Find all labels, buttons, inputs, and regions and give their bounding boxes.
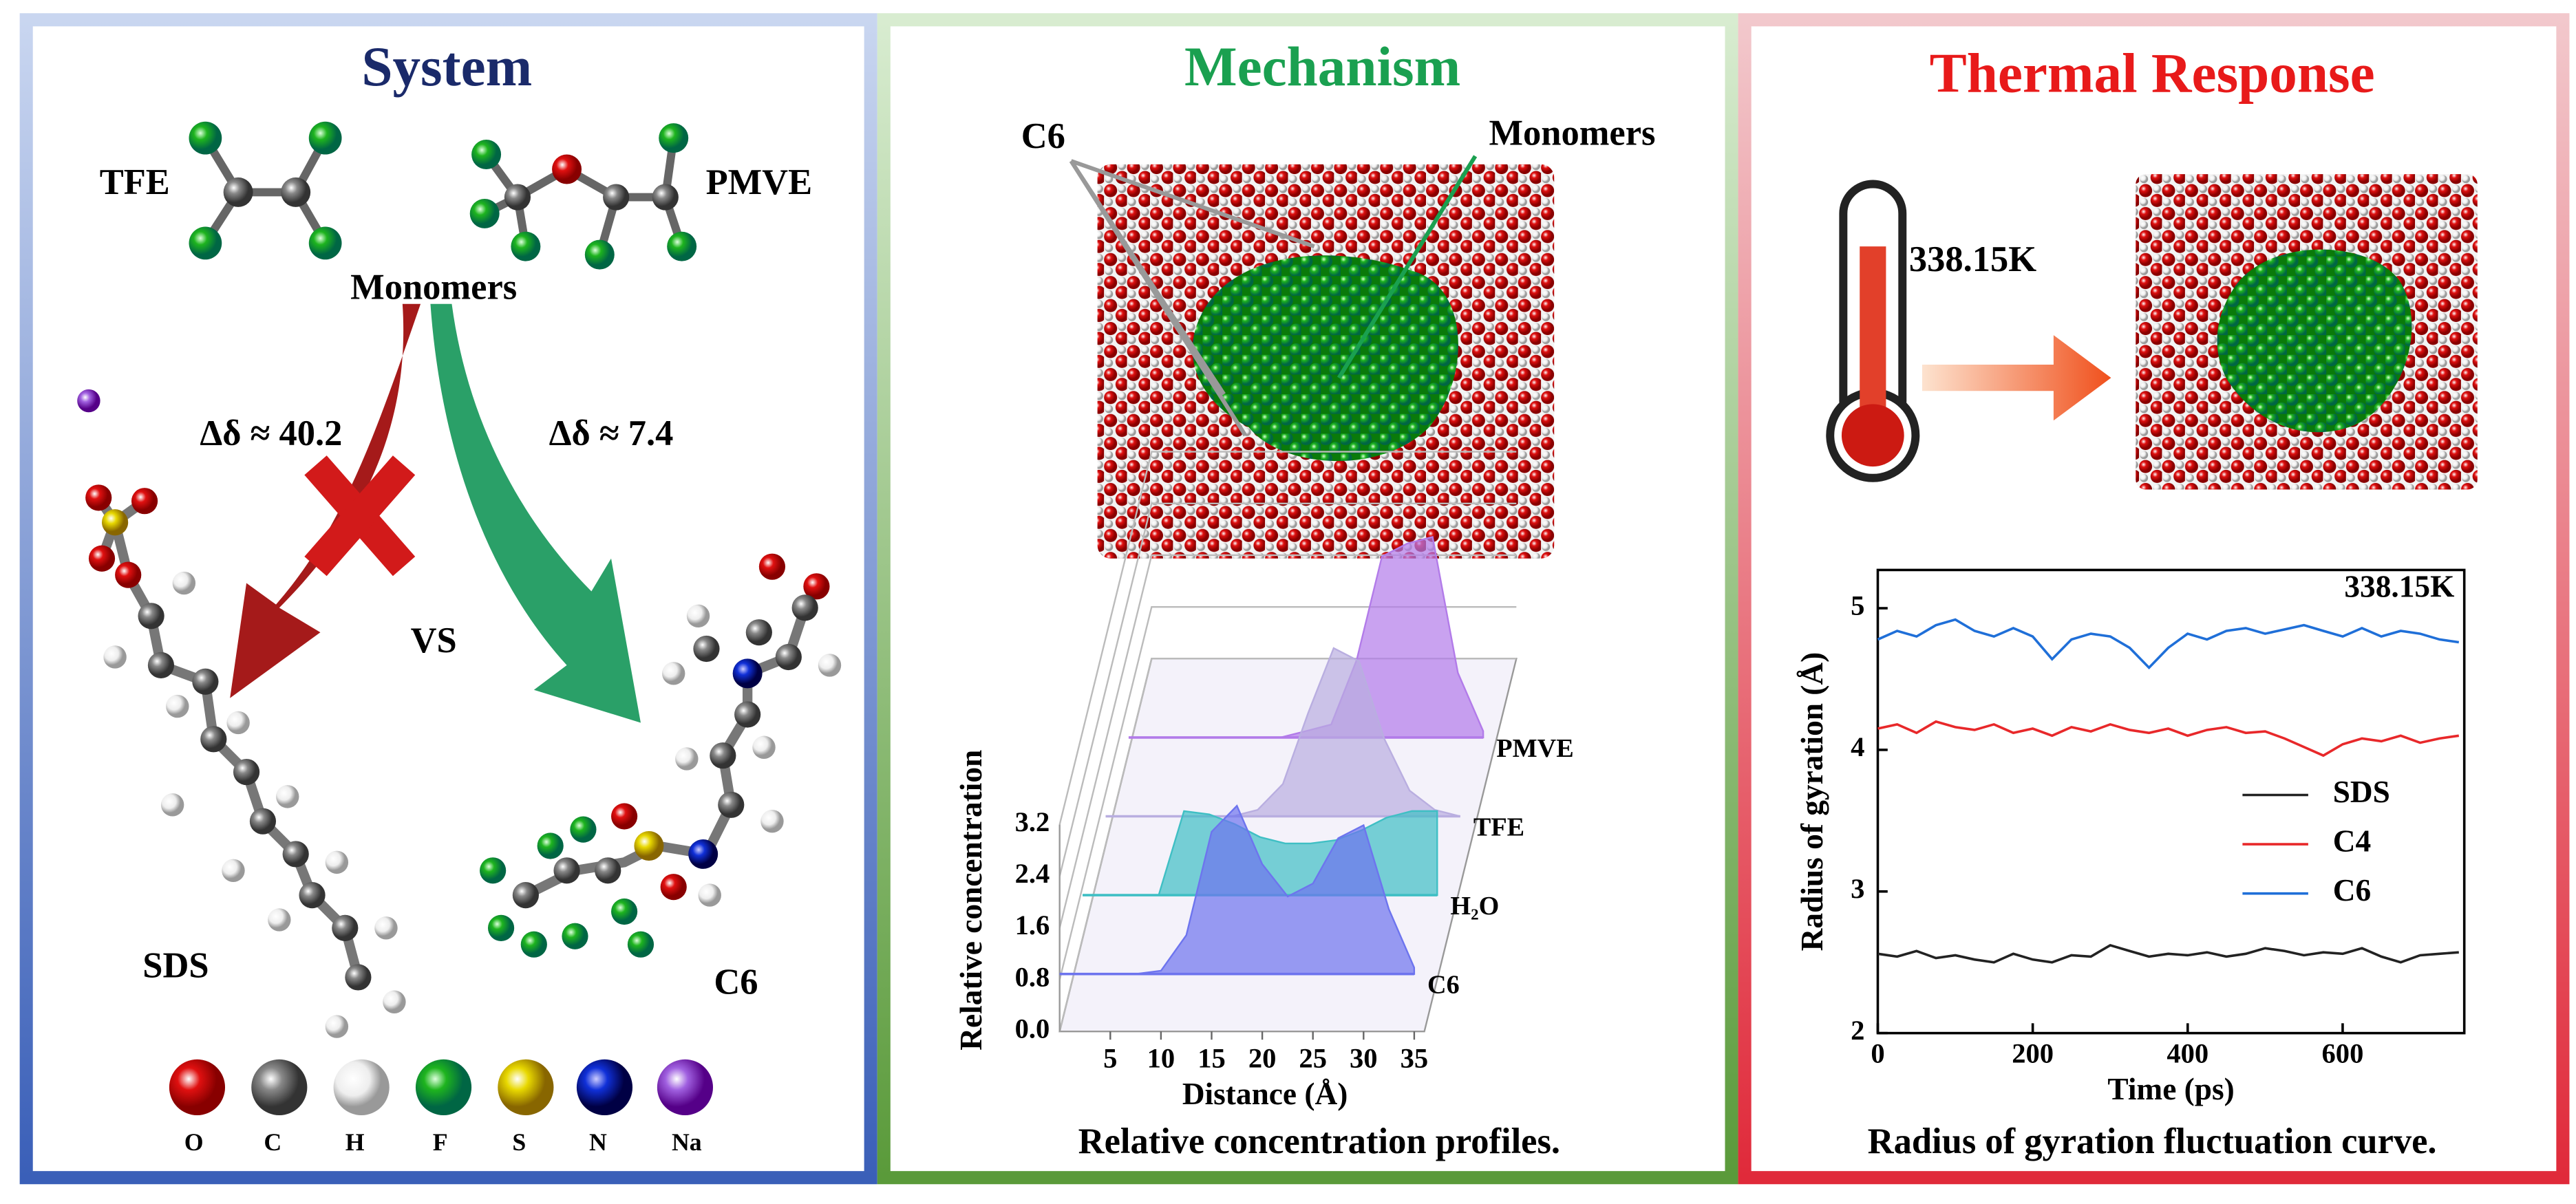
c6-atoms [480, 553, 842, 958]
label: VS [411, 621, 457, 660]
sodium-ion [77, 389, 100, 413]
atom-label: S [512, 1128, 526, 1156]
pointer-lines [1069, 155, 1478, 437]
x-tick-label: 400 [2167, 1038, 2208, 1068]
x-tick-label: 0 [1871, 1038, 1884, 1068]
atom-legend [169, 1059, 714, 1115]
series-label: PMVE [1496, 734, 1573, 763]
panel-title: Thermal Response [1930, 42, 2375, 104]
surfactant-cluster [1192, 255, 1458, 462]
atom-label: C [264, 1128, 281, 1156]
grid-line [1058, 451, 1517, 825]
x-axis-label: Time (ps) [2107, 1072, 2234, 1106]
series-label: TFE [1473, 813, 1524, 841]
y-tick-label: 2.4 [1015, 858, 1050, 889]
data-line [1877, 720, 2460, 757]
caption: Relative concentration profiles. [1078, 1121, 1560, 1161]
grid-line [1058, 502, 1517, 877]
x-tick-label: 5 [1103, 1043, 1117, 1074]
pmve-molecule [469, 123, 697, 270]
atom-label: Na [672, 1128, 702, 1156]
y-axis-label: Relative concentration [954, 750, 988, 1051]
y-tick-label: 0.0 [1015, 1013, 1050, 1044]
atom-label: O [184, 1128, 204, 1156]
x-tick-label: 20 [1248, 1043, 1277, 1074]
atom-label: H [345, 1128, 365, 1156]
x-axis-label: Distance (Å) [1182, 1077, 1348, 1111]
series-label: H₂O [1450, 892, 1499, 921]
plot-frame [1876, 568, 2466, 1035]
data-line [1877, 618, 2460, 670]
y-tick-label: 2 [1851, 1015, 1864, 1046]
x-tick-label: 10 [1147, 1043, 1175, 1074]
label: Δδ ≈ 7.4 [549, 413, 674, 453]
x-tick-label: 600 [2321, 1038, 2363, 1068]
label: Monomers [350, 268, 517, 308]
data-line [1877, 943, 2459, 964]
temperature-label: 338.15K [1909, 239, 2036, 279]
x-tick-label: 200 [2012, 1038, 2054, 1068]
charts: 0 200 400 600 2 3 4 5 SDS C4 C6 338.15K Time (ps) Rad… [954, 451, 2466, 1111]
legend-label: SDS [2333, 775, 2390, 809]
label: Monomers [1489, 113, 1655, 153]
arrow-red [230, 303, 421, 698]
x-tick-label: 35 [1401, 1043, 1429, 1074]
cross-mark [304, 455, 416, 577]
x-tick-label: 25 [1299, 1043, 1327, 1074]
atom-label: F [433, 1128, 448, 1156]
y-tick-label: 1.6 [1015, 910, 1050, 940]
panel-title: Mechanism [1184, 36, 1460, 98]
annotation: 338.15K [2344, 570, 2454, 604]
caption: Radius of gyration fluctuation curve. [1868, 1121, 2437, 1161]
y-tick-label: 4 [1851, 731, 1864, 762]
y-tick-label: 3 [1851, 873, 1864, 904]
legend-label: C6 [2333, 873, 2371, 907]
surfactant-cluster [2217, 249, 2412, 433]
x-tick-label: 15 [1197, 1043, 1226, 1074]
heat-arrow [1922, 335, 2111, 421]
arrow-green [430, 303, 641, 723]
area [1105, 647, 1460, 817]
atom-label: N [589, 1128, 607, 1156]
panel-border [19, 13, 877, 1185]
label: SDS [142, 946, 209, 986]
label: C6 [714, 962, 758, 1002]
label: Δδ ≈ 40.2 [200, 413, 342, 453]
y-tick-label: 5 [1851, 590, 1864, 621]
area [1059, 804, 1416, 975]
y-axis-label: Radius of gyration (Å) [1795, 652, 1829, 952]
label: TFE [100, 162, 170, 202]
tfe-molecule [189, 121, 342, 260]
sds-atoms [85, 484, 406, 1038]
label: C6 [1021, 116, 1065, 156]
y-tick-label: 3.2 [1015, 806, 1050, 837]
x-tick-label: 30 [1350, 1043, 1378, 1074]
thermometer [1826, 180, 1920, 482]
y-tick-label: 0.8 [1015, 961, 1050, 992]
panel-title: System [361, 36, 532, 98]
label: PMVE [706, 162, 813, 202]
legend-label: C4 [2333, 824, 2371, 859]
series-label: C6 [1427, 971, 1460, 1000]
